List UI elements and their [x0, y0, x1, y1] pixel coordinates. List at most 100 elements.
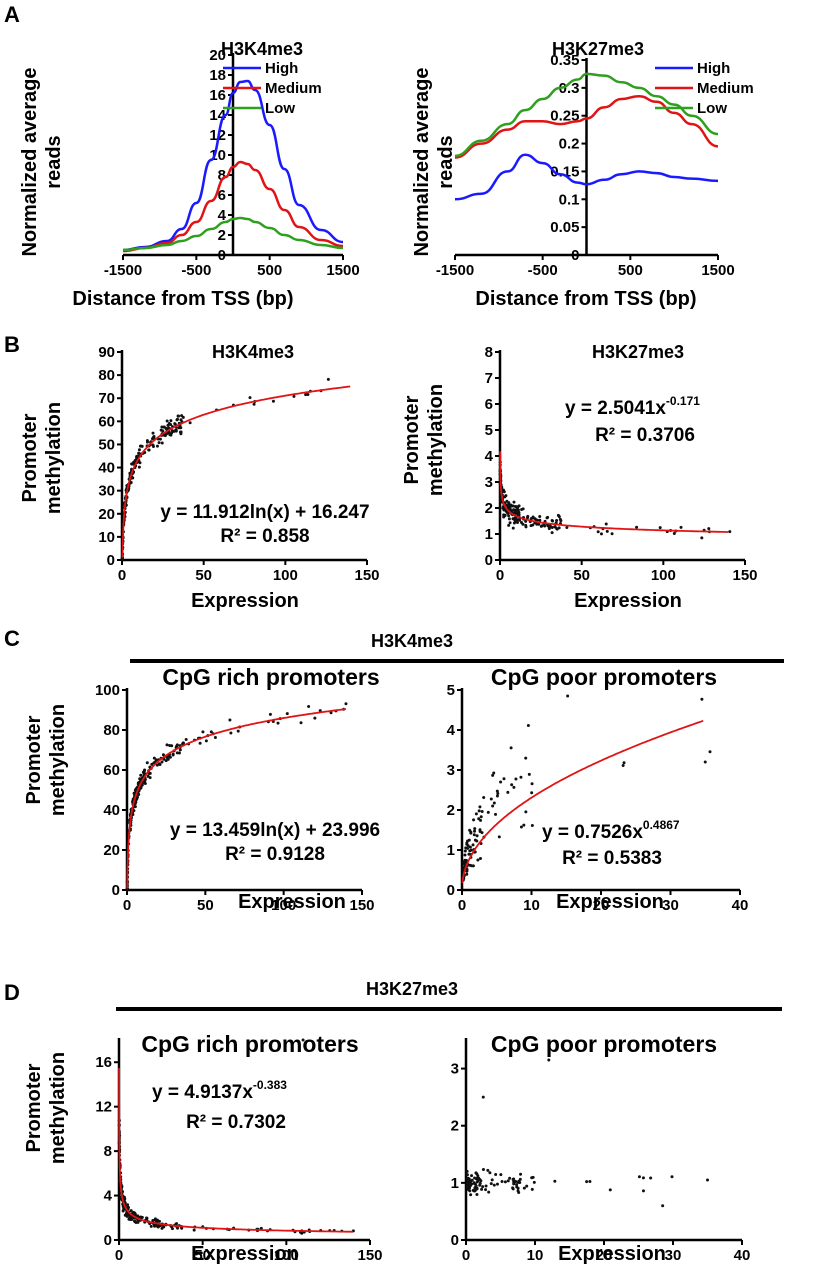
data-point: [649, 1176, 653, 1180]
chart-title: H3K4me3: [221, 39, 303, 59]
y-tick-label: 0.3: [559, 80, 580, 97]
data-point: [510, 783, 514, 787]
data-point: [529, 517, 533, 521]
data-point: [468, 845, 472, 849]
x-axis-label: Expression: [558, 1243, 666, 1265]
data-point: [479, 815, 483, 819]
data-point: [163, 434, 167, 438]
data-point: [516, 1189, 520, 1193]
data-point: [184, 737, 188, 741]
data-point: [175, 418, 179, 422]
y-tick-label: 90: [98, 344, 115, 361]
fit-equation: y = 13.459ln(x) + 23.996: [170, 820, 380, 841]
y-tick-label: 6: [218, 187, 226, 204]
data-point: [465, 1169, 469, 1173]
data-point: [525, 1184, 529, 1188]
y-tick-label: 100: [95, 682, 120, 699]
data-point: [160, 441, 164, 445]
data-point: [344, 702, 348, 706]
data-point: [478, 805, 482, 809]
y-tick-label: 8: [218, 167, 226, 184]
x-tick-label: 100: [273, 567, 298, 584]
data-point: [530, 1187, 534, 1191]
data-point: [532, 1180, 536, 1184]
data-point: [511, 1186, 515, 1190]
data-point: [511, 526, 515, 530]
y-axis-label: methylation: [43, 402, 65, 514]
data-point: [471, 843, 475, 847]
data-point: [145, 1216, 149, 1220]
data-point: [465, 869, 469, 873]
y-tick-label: 60: [98, 413, 115, 430]
data-point: [180, 414, 184, 418]
data-point: [138, 461, 142, 465]
data-point: [478, 1177, 482, 1181]
data-point: [490, 1178, 494, 1182]
data-point: [129, 480, 133, 484]
data-point: [139, 773, 143, 777]
series-line-low: [454, 72, 719, 158]
x-tick-label: 100: [274, 1247, 299, 1264]
data-point: [137, 792, 141, 796]
data-point: [158, 763, 162, 767]
y-tick-label: 0: [107, 552, 115, 569]
y-tick-label: 4: [485, 448, 494, 465]
data-point: [540, 524, 544, 528]
y-tick-label: 0: [571, 247, 579, 264]
y-tick-label: 0.2: [559, 136, 580, 153]
data-point: [164, 426, 168, 430]
data-point: [155, 444, 159, 448]
data-point: [484, 1188, 488, 1192]
data-point: [123, 1197, 127, 1201]
data-point: [605, 529, 609, 533]
data-point: [524, 756, 528, 760]
y-tick-label: 5: [447, 682, 455, 699]
data-point: [596, 530, 600, 534]
data-point: [495, 789, 499, 793]
x-tick-label: 150: [349, 897, 374, 914]
data-point: [635, 525, 639, 529]
data-point: [179, 432, 183, 436]
y-tick-label: 30: [98, 483, 115, 500]
data-point: [465, 1173, 469, 1177]
data-point: [497, 835, 501, 839]
data-point: [177, 751, 181, 755]
y-tick-label: 3: [485, 474, 493, 491]
data-point: [522, 823, 526, 827]
data-point: [513, 1179, 517, 1183]
data-point: [165, 743, 169, 747]
data-point: [152, 436, 156, 440]
data-point: [145, 440, 149, 444]
data-point: [505, 503, 509, 507]
data-point: [706, 1178, 709, 1182]
data-point: [515, 1183, 519, 1187]
x-axis-label: Expression: [574, 590, 682, 612]
data-point: [481, 1167, 485, 1171]
data-point: [522, 1186, 526, 1190]
x-tick-label: 20: [593, 897, 610, 914]
x-tick-label: 100: [651, 567, 676, 584]
data-point: [476, 858, 480, 862]
y-axis-label: Normalized average: [19, 68, 41, 257]
y-tick-label: 10: [209, 147, 226, 164]
x-tick-label: 150: [354, 567, 379, 584]
x-axis-label: Expression: [191, 590, 299, 612]
y-tick-label: 2: [218, 227, 226, 244]
data-point: [502, 777, 506, 781]
data-point: [512, 785, 516, 789]
data-point: [700, 697, 704, 701]
fit-curve: [461, 719, 704, 884]
series-line-low: [122, 216, 344, 252]
data-point: [728, 530, 732, 534]
x-tick-label: 0: [458, 897, 466, 914]
data-point: [465, 842, 469, 846]
y-tick-label: 10: [98, 529, 115, 546]
fit-r-squared: R² = 0.7302: [186, 1112, 286, 1133]
section-rule-c: [130, 659, 784, 663]
legend-label-high: High: [697, 60, 730, 77]
data-point: [526, 516, 530, 520]
data-point: [473, 1189, 477, 1193]
x-tick-label: 0: [115, 1247, 123, 1264]
data-point: [519, 825, 523, 829]
data-point: [169, 423, 173, 427]
